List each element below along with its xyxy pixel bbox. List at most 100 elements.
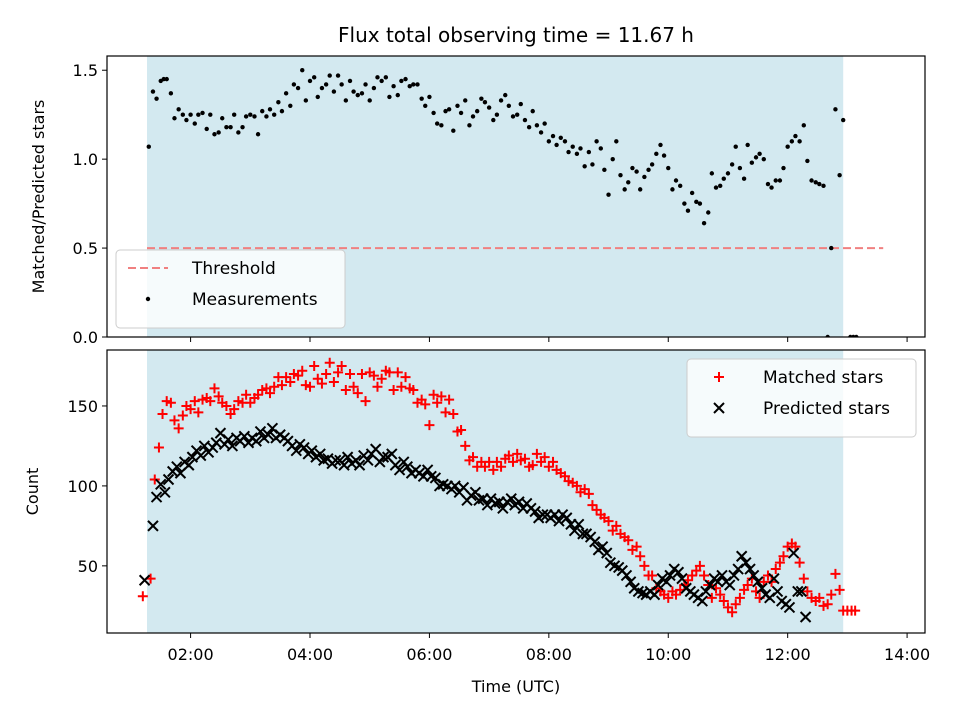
ratio-point-0 [677,183,683,189]
ratio-point-0 [474,108,480,114]
ratio-legend-box [115,249,346,329]
ratio-series-0 [146,68,859,337]
count-point-1 [771,585,784,598]
xtick-label: 14:00 [884,645,930,664]
ratio-point-0 [339,82,344,87]
count-point-0 [265,388,276,399]
ratio-point-0 [434,121,440,126]
ratio-point-0 [829,245,834,251]
ratio-point-0 [347,78,353,84]
count-point-0 [583,488,594,499]
ratio-point-0 [307,78,313,84]
count-point-1 [553,515,565,527]
count-point-0 [699,570,710,581]
ratio-point-0 [749,160,755,165]
ratio-point-0 [423,103,428,108]
ratio-point-0 [841,117,846,123]
ratio-point-0 [634,169,639,174]
ratio-point-0 [725,171,731,176]
count-point-0 [340,384,351,395]
count-point-0 [802,586,813,597]
ratio-point-0 [538,130,544,135]
ratio-point-0 [260,108,265,114]
count-point-1 [752,576,764,588]
count-point-1 [159,486,171,499]
ratio-point-0 [733,144,738,149]
ratio-point-0 [446,107,452,112]
ratio-ytick-label: 0.0 [73,328,98,347]
ratio-point-0 [614,139,619,144]
count-point-0 [328,376,339,387]
ratio-point-0 [718,183,723,189]
count-point-0 [269,381,280,392]
ratio-point-0 [288,103,293,108]
count-point-0 [297,365,308,376]
ratio-ytick-label: 1.0 [73,150,98,169]
ratio-point-0 [415,82,420,87]
count-legend-swatch [714,372,724,382]
ratio-point-0 [407,84,412,89]
ratio-point-0 [291,82,297,87]
ratio-point-0 [431,110,436,116]
ratio-point-0 [243,114,249,119]
count-point-0 [177,410,188,421]
ratio-point-0 [327,73,332,78]
count-point-1 [700,585,712,598]
ratio-point-0 [713,185,719,190]
ratio-point-0 [323,82,329,87]
ratio-point-0 [331,89,337,94]
count-point-1 [162,473,175,486]
count-point-0 [706,592,717,603]
count-point-0 [571,480,582,491]
count-legend-swatch [713,402,725,414]
ratio-point-0 [709,171,715,176]
count-point-1 [747,569,760,582]
ratio-point-0 [582,164,587,169]
count-point-0 [647,570,658,581]
ratio-point-0 [371,85,377,91]
count-point-0 [345,368,356,379]
count-point-0 [834,584,845,595]
count-point-1 [377,451,390,463]
count-point-1 [735,550,748,562]
ratio-point-0 [654,151,659,157]
count-point-0 [372,381,383,392]
ratio-point-0 [395,92,400,98]
ratio-point-0 [359,91,365,96]
ratio-point-0 [498,98,504,103]
count-point-0 [321,368,332,379]
count-point-1 [716,569,728,582]
ratio-point-0 [554,142,559,148]
ratio-point-0 [168,91,174,96]
count-point-0 [448,408,459,419]
count-point-1 [696,595,708,607]
ratio-point-0 [630,165,635,171]
count-point-0 [149,474,160,485]
count-point-0 [611,520,622,531]
ratio-point-0 [196,112,201,117]
ratio-point-0 [813,180,818,185]
count-point-0 [185,404,196,415]
ratio-point-0 [526,124,532,130]
ratio-point-0 [503,92,508,98]
count-point-0 [548,456,559,467]
count-point-1 [529,505,541,518]
count-point-0 [324,357,335,368]
count-point-1 [150,491,163,503]
ratio-point-0 [271,112,277,117]
ratio-point-0 [817,181,822,187]
ratio-point-0 [670,187,675,192]
count-point-1 [792,585,804,598]
ratio-point-0 [626,180,631,185]
count-point-0 [157,408,168,419]
count-point-0 [241,389,252,400]
count-point-0 [456,424,467,435]
ratio-point-0 [343,98,349,103]
ratio-legend-swatch [145,296,151,302]
count-point-0 [229,404,240,415]
ratio-point-0 [562,139,568,144]
ratio-point-0 [514,112,520,117]
ratio-point-0 [530,108,535,114]
ratio-point-0 [546,139,552,144]
ratio-plot-area [146,68,884,337]
